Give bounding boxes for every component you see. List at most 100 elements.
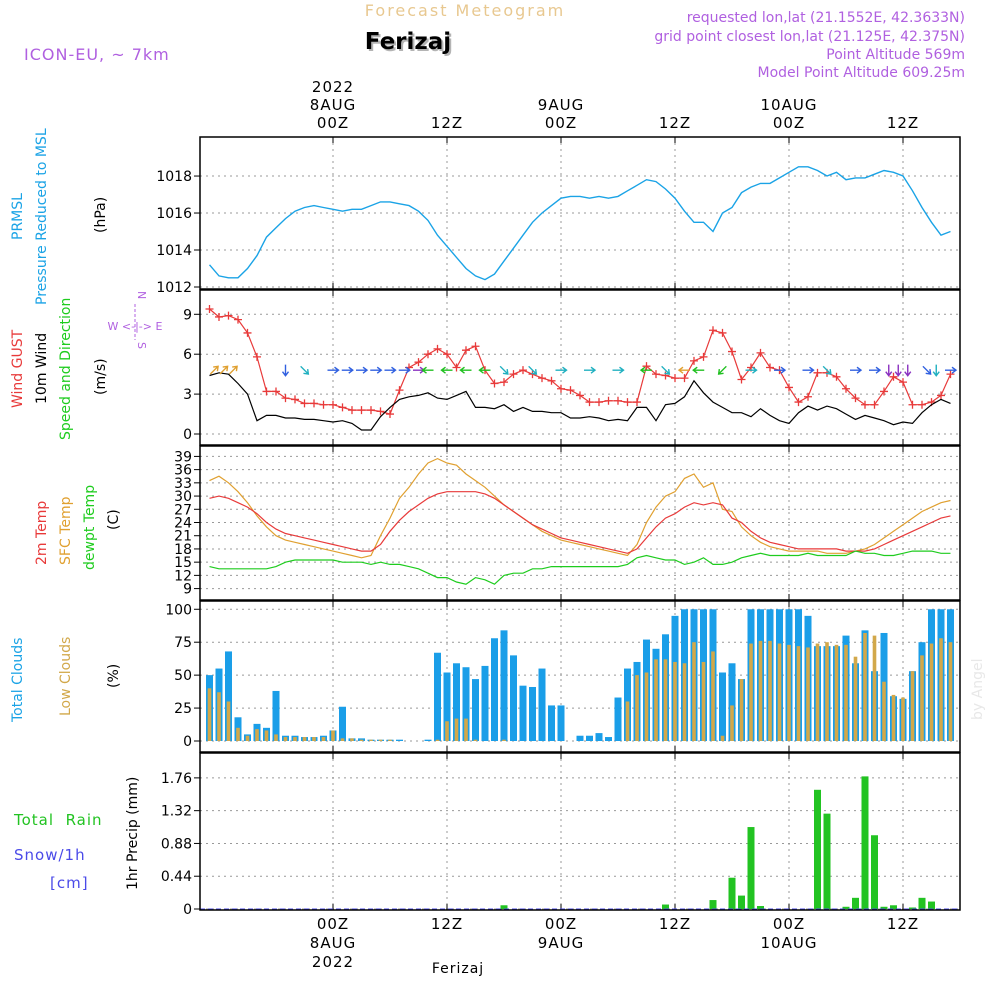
low-cloud-bar	[635, 675, 639, 741]
low-cloud-bar	[939, 638, 943, 741]
low-cloud-bar	[701, 661, 706, 741]
rain-bar	[757, 906, 764, 909]
rain-bar	[738, 895, 745, 909]
wind-arrow	[384, 366, 397, 374]
gust-marker	[300, 399, 309, 408]
y-tick-label: 25	[174, 701, 192, 717]
rain-bar	[709, 900, 717, 909]
total-cloud-bar	[576, 735, 584, 741]
gust-marker	[756, 348, 765, 357]
wind-arrow	[932, 364, 940, 377]
low-cloud-bar	[787, 644, 791, 741]
wind-arrow	[802, 366, 815, 374]
requested-coords: requested lon,lat (21.1552E, 42.3633N)	[687, 10, 965, 26]
rain-bar	[662, 904, 669, 909]
low-cloud-bar	[331, 730, 335, 741]
rain-bar	[928, 901, 935, 909]
bottom-hour-label: 12Z	[431, 915, 463, 933]
panel-frame	[199, 752, 961, 911]
label-hpa: (hPa)	[93, 197, 109, 233]
wind-arrow	[555, 366, 568, 374]
low-cloud-bar	[293, 737, 297, 741]
y-tick-label: 0	[183, 902, 192, 918]
bottom-hour-label: 00Z	[317, 915, 349, 933]
top-date-label: 10AUG	[761, 96, 818, 114]
low-cloud-bar	[777, 643, 782, 741]
low-cloud-bar	[768, 640, 772, 741]
faded-title: Forecast Meteogram	[365, 1, 565, 20]
gust-marker	[452, 363, 461, 372]
wind-arrow	[945, 366, 958, 374]
total-cloud-bar	[500, 630, 508, 741]
total-cloud-bar	[595, 733, 603, 741]
y-tick-label: 1018	[156, 169, 192, 185]
gust-marker	[243, 328, 252, 337]
low-cloud-bar	[806, 647, 810, 741]
total-cloud-bar	[481, 665, 489, 741]
label-2m-temp: 2m Temp	[34, 501, 50, 565]
low-cloud-bar	[682, 663, 687, 741]
gust-marker	[414, 358, 423, 367]
wind-arrow	[774, 366, 787, 374]
rain-bar	[852, 897, 859, 909]
bottom-date-label: 9AUG	[538, 934, 584, 952]
y-tick-label: 75	[174, 635, 192, 651]
wind-arrow	[440, 366, 453, 374]
low-cloud-bar	[730, 705, 734, 741]
low-cloud-bar	[644, 672, 649, 741]
low-cloud-bar	[255, 729, 259, 741]
location-title-shadow: Ferizaj	[367, 31, 453, 57]
low-cloud-bar	[692, 642, 696, 741]
wind-arrow	[327, 366, 340, 374]
low-cloud-bar	[378, 739, 383, 741]
wind-arrow	[421, 366, 434, 374]
low-cloud-bar	[369, 739, 373, 741]
top-hour-label: 12Z	[659, 114, 691, 132]
low-cloud-bar	[711, 651, 715, 741]
bottom-date-label: 10AUG	[761, 934, 818, 952]
top-hour-label: 00Z	[545, 114, 577, 132]
low-cloud-bar	[226, 701, 231, 741]
wind-arrow	[356, 366, 369, 374]
gust-marker	[604, 396, 613, 405]
low-cloud-bar	[749, 643, 753, 741]
panel-wind: 0 3 6 9	[183, 290, 961, 446]
gust-marker	[205, 304, 214, 313]
total-cloud-bar	[225, 651, 232, 741]
temp2m-line	[209, 491, 951, 554]
gridpoint-coords: grid point closest lon,lat (21.125E, 42.…	[654, 29, 965, 45]
gust-marker	[880, 387, 888, 396]
gust-marker	[633, 398, 641, 407]
top-hour-label: 00Z	[773, 114, 805, 132]
rain-bar	[747, 827, 755, 909]
wind-arrow	[661, 365, 671, 375]
y-tick-label: 24	[174, 516, 192, 532]
total-cloud-bar	[728, 663, 736, 741]
gust-marker	[367, 406, 375, 415]
low-cloud-bar	[910, 671, 915, 741]
total-cloud-bar	[605, 737, 612, 741]
y-tick-label: 12	[174, 568, 192, 584]
low-cloud-bar	[882, 681, 886, 741]
wind-arrow	[850, 366, 863, 374]
wind-arrow	[869, 366, 882, 374]
label-percent: (%)	[106, 664, 122, 688]
top-hour-label: 12Z	[431, 114, 463, 132]
gust-marker	[595, 398, 603, 407]
low-cloud-bar	[388, 739, 392, 741]
gust-marker	[889, 372, 898, 381]
gust-marker	[671, 374, 679, 383]
compass: W <-|-> E N S	[108, 291, 163, 349]
total-cloud-bar	[339, 706, 346, 741]
y-tick-label: 27	[174, 502, 192, 518]
y-tick-label: 39	[174, 449, 192, 465]
gust-marker	[908, 400, 917, 409]
gust-marker	[690, 356, 698, 365]
gust-marker	[642, 362, 651, 371]
top-hour-label: 12Z	[887, 114, 919, 132]
gust-marker	[851, 394, 860, 403]
gust-marker	[937, 391, 945, 400]
footer-location: Ferizaj	[432, 961, 484, 977]
